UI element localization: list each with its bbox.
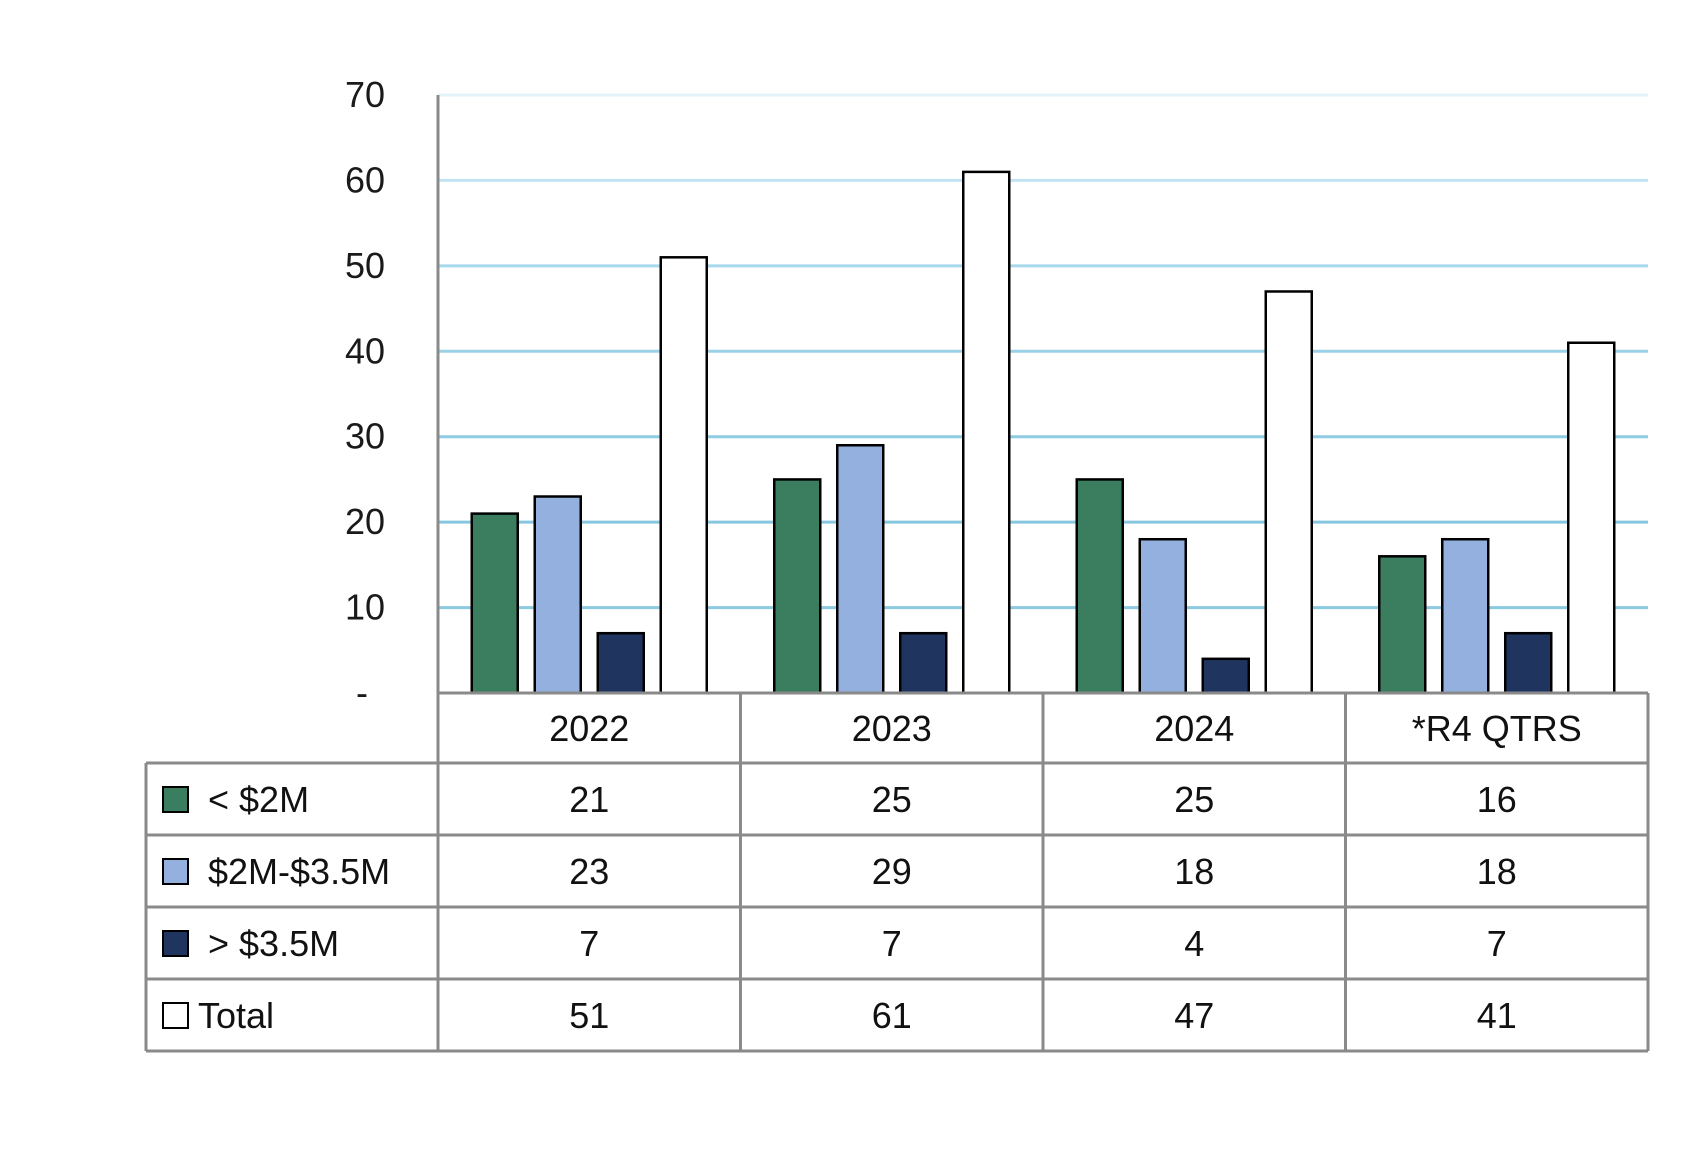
data-label-2m-2024: 25 [1174, 779, 1214, 820]
legend-key-2m [162, 786, 189, 813]
data-label-2m-r4-qtrs: 16 [1477, 779, 1517, 820]
bar-3-5m-2022 [596, 631, 645, 695]
y-tick-label: 10 [345, 587, 385, 628]
gridlines [438, 93, 1648, 610]
y-tick-label: 50 [345, 245, 385, 286]
bar-2m-r4-qtrs [1378, 555, 1427, 695]
data-label-total-r4-qtrs: 41 [1477, 995, 1517, 1036]
series-label-3-5m: > $3.5M [208, 923, 339, 964]
bar-2m-3-5m-r4-qtrs [1441, 537, 1490, 695]
data-label-2m-3-5m-r4-qtrs: 18 [1477, 851, 1517, 892]
bar-3-5m-2024 [1201, 657, 1250, 695]
bar-total-2023 [962, 170, 1011, 695]
data-table: 2022 2023 2024 *R4 QTRS < $2M 21 25 25 16 $2M-$3.… [144, 693, 1650, 1053]
data-label-2m-3-5m-2023: 29 [872, 851, 912, 892]
bar-total-2022 [659, 256, 708, 695]
series-label-2m: < $2M [208, 779, 309, 820]
bar-2m-2022 [470, 512, 519, 695]
y-tick-label: - [356, 672, 368, 713]
category-label-r4-qtrs: *R4 QTRS [1412, 708, 1582, 749]
legend-key-total [162, 1002, 189, 1029]
bar-2m-3-5m-2022 [533, 495, 582, 695]
data-label-2m-3-5m-2024: 18 [1174, 851, 1214, 892]
bar-3-5m-2023 [899, 631, 948, 695]
bar-total-r4-qtrs [1567, 341, 1616, 695]
legend-key-2m-3-5m [162, 858, 189, 885]
series-label-total: Total [198, 995, 274, 1036]
y-tick-label: 20 [345, 501, 385, 542]
category-label-2024: 2024 [1154, 708, 1234, 749]
data-label-total-2022: 51 [569, 995, 609, 1036]
y-tick-label: 30 [345, 416, 385, 457]
legend-key-3-5m [162, 930, 189, 957]
bar-3-5m-r4-qtrs [1504, 631, 1553, 695]
data-label-total-2023: 61 [872, 995, 912, 1036]
category-label-2023: 2023 [852, 708, 932, 749]
bar-2m-3-5m-2024 [1138, 537, 1187, 695]
data-label-3-5m-2024: 4 [1184, 923, 1204, 964]
data-label-3-5m-2022: 7 [579, 923, 599, 964]
data-label-2m-2022: 21 [569, 779, 609, 820]
bar-total-2024 [1264, 290, 1313, 695]
bars [470, 170, 1616, 695]
category-label-2022: 2022 [549, 708, 629, 749]
data-label-2m-3-5m-2022: 23 [569, 851, 609, 892]
data-label-3-5m-2023: 7 [882, 923, 902, 964]
data-label-3-5m-r4-qtrs: 7 [1487, 923, 1507, 964]
y-tick-label: 70 [345, 74, 385, 115]
series-label-2m-3-5m: $2M-$3.5M [208, 851, 390, 892]
bar-2m-2024 [1075, 478, 1124, 695]
y-axis-tick-labels: - 10 20 30 40 50 60 70 [345, 74, 385, 713]
y-tick-label: 60 [345, 159, 385, 200]
data-label-2m-2023: 25 [872, 779, 912, 820]
bar-2m-2023 [773, 478, 822, 695]
data-label-total-2024: 47 [1174, 995, 1214, 1036]
y-tick-label: 40 [345, 330, 385, 371]
bar-2m-3-5m-2023 [836, 444, 885, 695]
